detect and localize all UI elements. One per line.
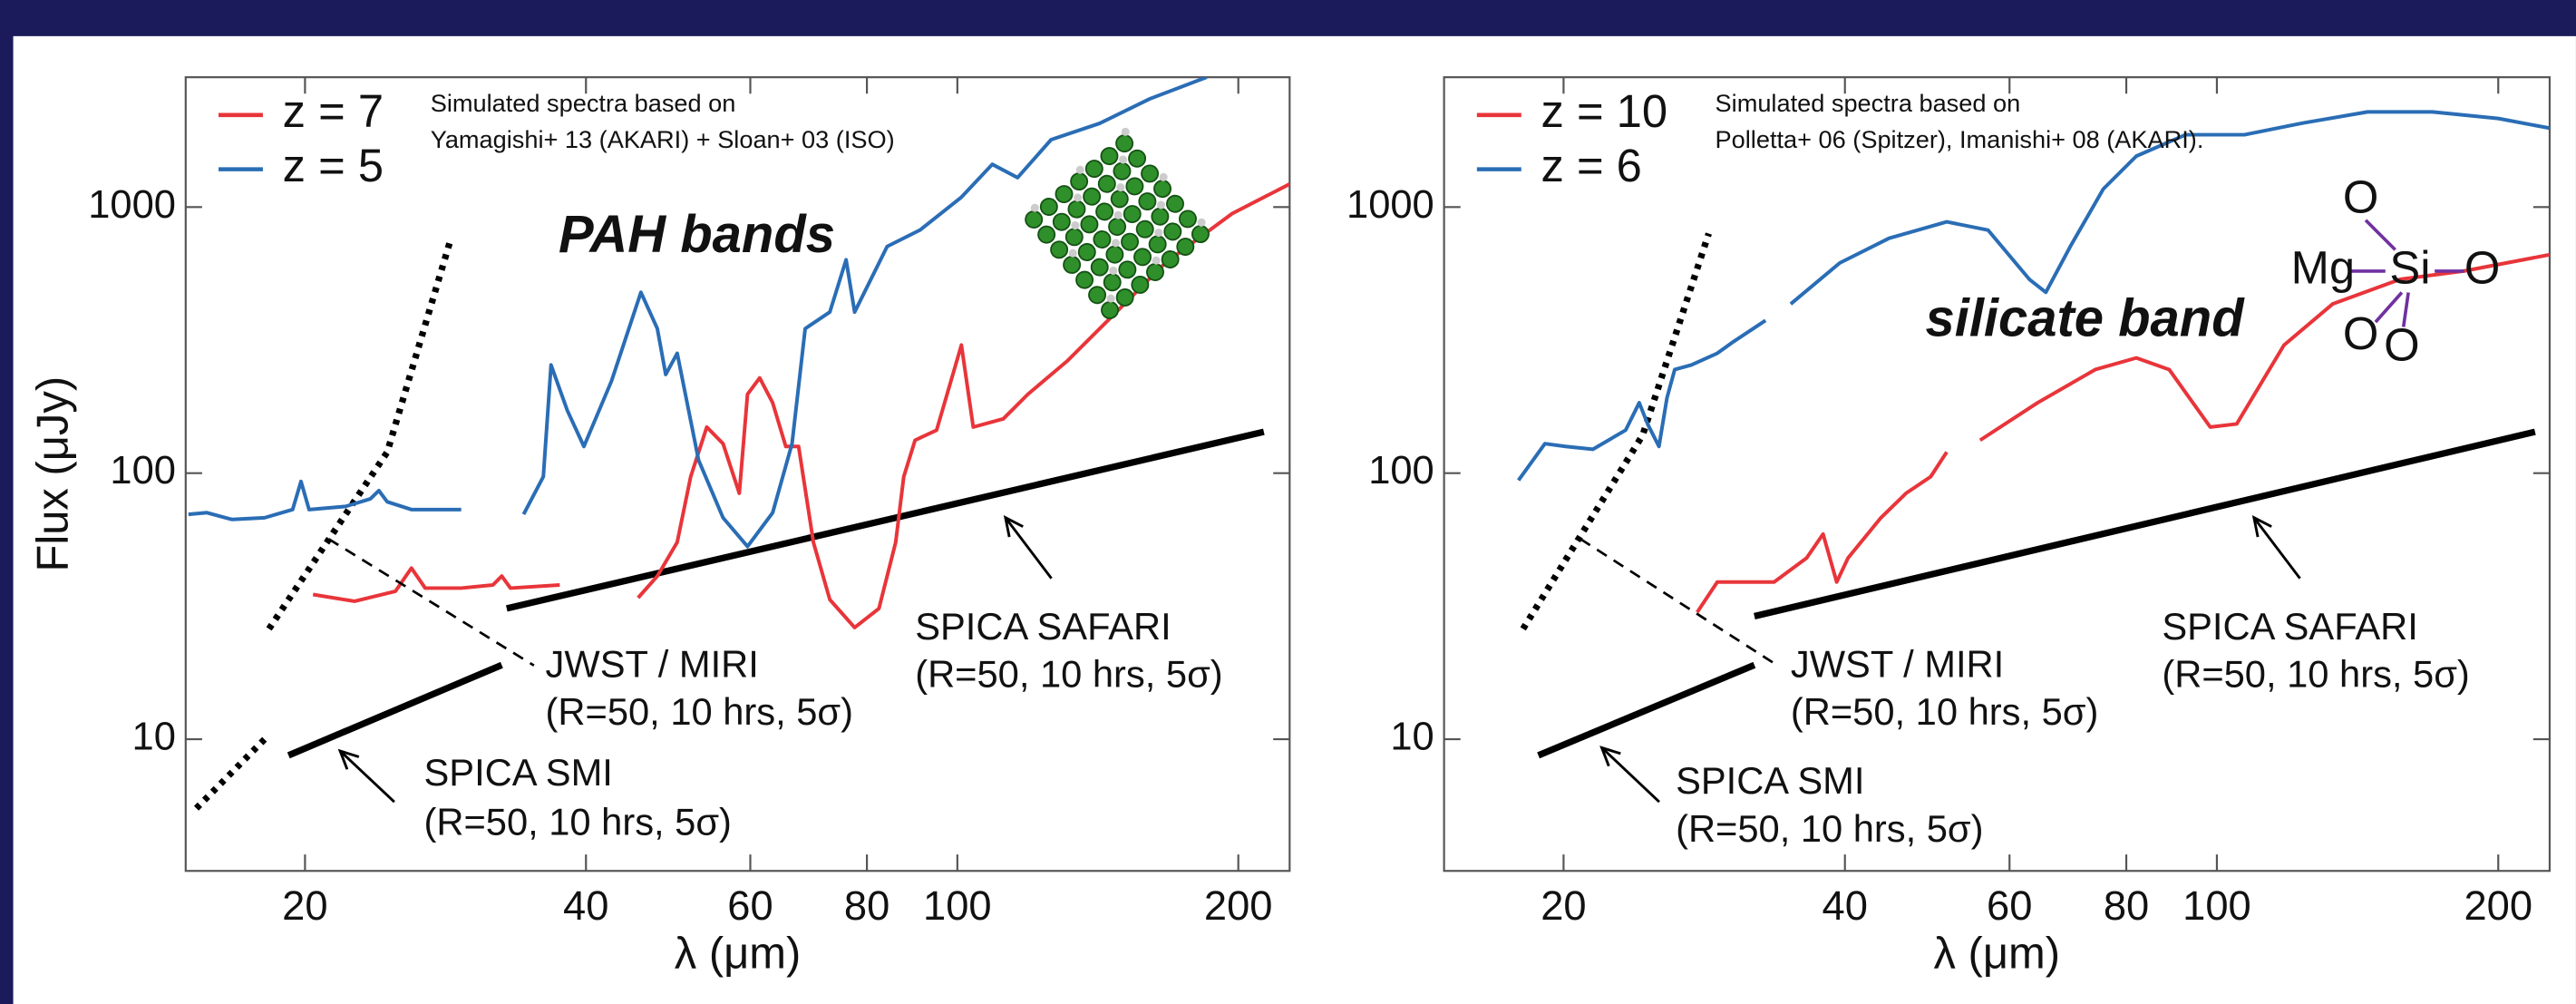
annotation: Simulated spectra based on xyxy=(1716,89,2021,117)
x-tick-label: 200 xyxy=(1204,882,1273,929)
formula-atom: Si xyxy=(2389,241,2430,293)
annotation: JWST / MIRI xyxy=(1791,643,2004,686)
annotation: Simulated spectra based on xyxy=(431,89,736,117)
y-tick-label: 100 xyxy=(110,449,176,492)
x-tick-label: 20 xyxy=(282,882,327,929)
annotation: Polletta+ 06 (Spitzer), Imanishi+ 08 (AK… xyxy=(1716,125,2204,153)
x-tick-label: 200 xyxy=(2464,882,2532,929)
legend-label: z = 5 xyxy=(283,140,384,191)
x-axis-label: λ (μm) xyxy=(1934,929,2061,978)
y-tick-label: 1000 xyxy=(88,183,176,227)
annotation: (R=50, 10 hrs, 5σ) xyxy=(915,652,1222,695)
annotation: SPICA SAFARI xyxy=(2162,605,2417,648)
formula-atom: O xyxy=(2384,318,2419,370)
legend-label: z = 10 xyxy=(1541,85,1668,137)
annotation: (R=50, 10 hrs, 5σ) xyxy=(424,801,732,843)
annotation: SPICA SAFARI xyxy=(915,605,1171,648)
y-tick-label: 10 xyxy=(1390,716,1434,759)
annotation: silicate band xyxy=(1925,289,2245,347)
y-tick-label: 1000 xyxy=(1346,183,1434,227)
x-tick-label: 60 xyxy=(1987,882,2032,929)
x-tick-label: 60 xyxy=(727,882,773,929)
annotation: (R=50, 10 hrs, 5σ) xyxy=(2162,652,2469,695)
y-tick-label: 100 xyxy=(1368,449,1434,492)
slide-body xyxy=(14,36,2576,1004)
legend-label: z = 7 xyxy=(283,85,384,137)
x-axis-label: λ (μm) xyxy=(675,929,802,978)
y-tick-label: 10 xyxy=(132,716,176,759)
x-tick-label: 100 xyxy=(923,882,992,929)
x-tick-label: 40 xyxy=(1823,882,1868,929)
legend-label: z = 6 xyxy=(1541,140,1642,191)
annotation: (R=50, 10 hrs, 5σ) xyxy=(1676,807,1983,850)
annotation: (R=50, 10 hrs, 5σ) xyxy=(1791,690,2098,733)
formula-atom: O xyxy=(2343,171,2378,222)
slide: 10 100 1000 20 40 60 80 100 200 λ (μm) Flux (μJy) z… xyxy=(0,0,2576,1004)
formula-atom: O xyxy=(2464,241,2500,293)
annotation: Yamagishi+ 13 (AKARI) + Sloan+ 03 (ISO) xyxy=(431,125,895,153)
x-tick-label: 80 xyxy=(844,882,889,929)
y-axis-label: Flux (μJy) xyxy=(29,376,78,572)
x-tick-label: 80 xyxy=(2104,882,2149,929)
annotation: SPICA SMI xyxy=(1676,759,1864,802)
formula-atom: Mg xyxy=(2291,241,2355,293)
annotation: JWST / MIRI xyxy=(546,643,759,686)
formula-atom: O xyxy=(2343,307,2378,359)
annotation: PAH bands xyxy=(559,206,835,264)
x-tick-label: 20 xyxy=(1541,882,1586,929)
x-tick-label: 40 xyxy=(563,882,608,929)
x-tick-label: 100 xyxy=(2182,882,2251,929)
annotation: SPICA SMI xyxy=(424,751,613,794)
annotation: (R=50, 10 hrs, 5σ) xyxy=(546,690,853,733)
